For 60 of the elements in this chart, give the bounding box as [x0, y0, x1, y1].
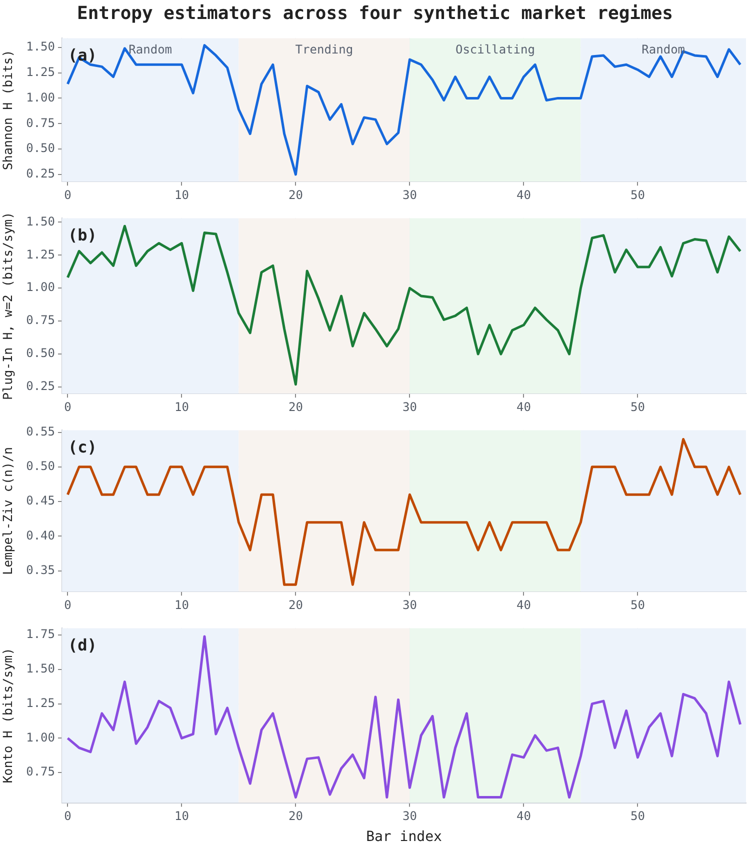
y-tick-label: 1.25: [26, 247, 55, 262]
y-tick-label: 0.75: [26, 313, 55, 328]
y-axis-title: Lempel-Ziv c(n)/n: [0, 446, 15, 575]
x-tick-label: 20: [288, 809, 303, 824]
y-tick-label: 1.25: [26, 64, 55, 79]
band-label: Oscillating: [455, 42, 535, 56]
y-tick-label: 0.50: [26, 141, 55, 156]
x-tick-label: 50: [630, 188, 645, 202]
band-label: Random: [642, 42, 686, 56]
y-axis-title: Konto H (bits/sym): [0, 648, 15, 784]
x-tick-label: 10: [174, 400, 189, 414]
x-tick-label: 50: [630, 809, 645, 824]
x-tick-label: 40: [516, 188, 531, 202]
x-tick-label: 0: [64, 809, 72, 824]
band-label: Trending: [295, 42, 354, 56]
y-tick-label: 0.25: [26, 379, 55, 394]
y-tick-label: 0.75: [26, 764, 55, 779]
y-tick-label: 1.50: [26, 39, 55, 54]
x-tick-label: 50: [630, 400, 645, 414]
x-tick-label: 10: [174, 598, 189, 612]
x-tick-label: 30: [402, 809, 417, 824]
x-tick-label: 50: [630, 598, 645, 612]
annotation: (a): [68, 45, 97, 64]
y-tick-label: 1.25: [26, 696, 55, 710]
y-tick-label: 0.50: [26, 459, 55, 474]
annotation: (c): [68, 437, 97, 456]
x-tick-label: 30: [402, 188, 417, 202]
x-tick-label: 20: [288, 598, 303, 612]
x-tick-label: 10: [174, 809, 189, 824]
y-tick-label: 1.00: [26, 730, 55, 744]
y-axis-title: Plug-In H, w=2 (bits/sym): [0, 212, 15, 400]
x-tick-label: 20: [288, 400, 303, 414]
x-tick-label: 0: [64, 598, 72, 612]
y-tick-label: 0.45: [26, 494, 55, 508]
x-tick-label: 0: [64, 188, 72, 202]
y-tick-label: 0.40: [26, 528, 55, 542]
x-tick-label: 40: [516, 809, 531, 824]
y-tick-label: 1.50: [26, 214, 55, 228]
annotation: (b): [68, 225, 97, 244]
y-tick-label: 1.50: [26, 662, 55, 676]
x-tick-label: 20: [288, 188, 303, 202]
y-axis-title: Shannon H (bits): [0, 50, 15, 170]
x-tick-label: 40: [516, 598, 531, 612]
x-tick-label: 10: [174, 188, 189, 202]
band-label: Random: [128, 42, 172, 56]
y-tick-label: 1.75: [26, 627, 55, 642]
y-tick-label: 1.00: [26, 280, 55, 294]
x-tick-label: 40: [516, 400, 531, 414]
y-tick-label: 0.25: [26, 166, 55, 181]
y-tick-label: 0.75: [26, 116, 55, 130]
y-tick-label: 0.55: [26, 424, 55, 438]
x-tick-label: 30: [402, 400, 417, 414]
x-axis-title: Bar index: [366, 829, 442, 846]
y-tick-label: 0.35: [26, 562, 55, 577]
annotation: (d): [68, 635, 97, 654]
x-tick-label: 30: [402, 598, 417, 612]
chart-title: Entropy estimators across four synthetic market regimes: [76, 2, 674, 26]
y-tick-label: 0.50: [26, 346, 55, 360]
y-tick-label: 1.00: [26, 90, 55, 104]
x-tick-label: 0: [64, 400, 72, 414]
